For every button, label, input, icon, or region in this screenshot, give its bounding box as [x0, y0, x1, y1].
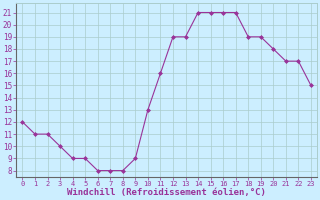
X-axis label: Windchill (Refroidissement éolien,°C): Windchill (Refroidissement éolien,°C) — [67, 188, 266, 197]
